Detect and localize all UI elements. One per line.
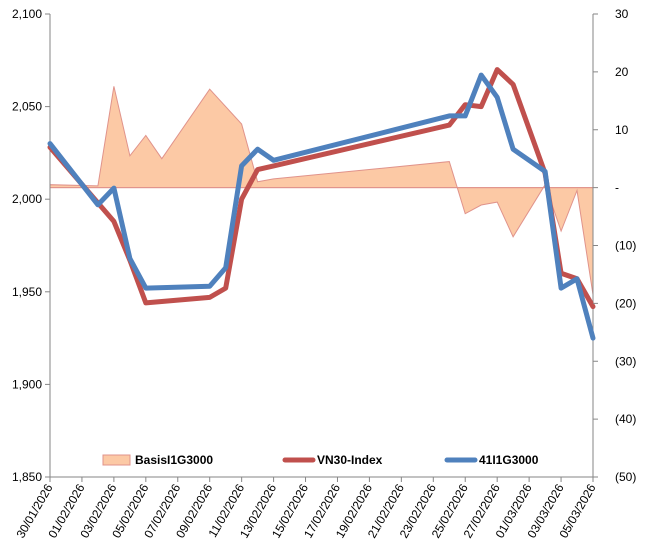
y-right-tick-label: 10: [615, 123, 629, 137]
legend-label-vn30-index: VN30-Index: [317, 453, 383, 467]
series-line-41i1g3000: [47, 72, 596, 341]
y-left-tick-label: 2,000: [12, 192, 42, 206]
y-left-tick-label: 1,850: [12, 470, 42, 484]
y-right-tick-label: -: [615, 181, 619, 195]
legend-label-basisi1g3000: BasisI1G3000: [135, 453, 213, 467]
y-right-tick-label: (20): [615, 296, 636, 310]
y-left-tick-label: 2,100: [12, 7, 42, 21]
y-right-tick-label: 30: [615, 7, 629, 21]
y-right-tick-label: (40): [615, 412, 636, 426]
legend-swatch-basisi1g3000: [102, 454, 131, 466]
basis-area: [49, 86, 594, 295]
y-left-tick-label: 2,050: [12, 100, 42, 114]
legend-label-41i1g3000: 41I1G3000: [479, 453, 539, 467]
y-left-tick-label: 1,900: [12, 377, 42, 391]
y-right-tick-label: (50): [615, 470, 636, 484]
y-left-tick-label: 1,950: [12, 285, 42, 299]
y-right-tick-label: (30): [615, 354, 636, 368]
y-right-tick-label: (10): [615, 239, 636, 253]
y-right-tick-label: 20: [615, 65, 629, 79]
